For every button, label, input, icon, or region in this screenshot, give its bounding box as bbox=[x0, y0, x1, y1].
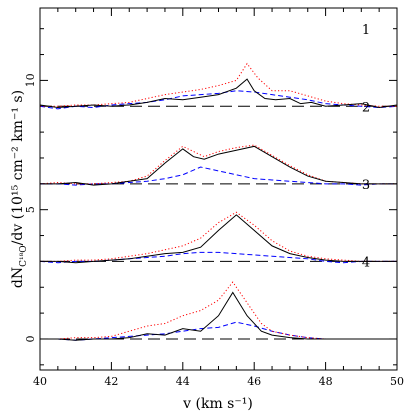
panel-label: 1 bbox=[362, 23, 370, 38]
x-tick-label: 46 bbox=[247, 375, 261, 388]
series-dashed-panel-1 bbox=[39, 90, 398, 110]
series-dotted-panel-1 bbox=[40, 62, 397, 107]
x-tick-label: 42 bbox=[104, 375, 118, 388]
panel-labels: 1 2 3 4 bbox=[362, 23, 370, 271]
tick-marks bbox=[39, 8, 398, 370]
y-axis-label-rest: /dv (10¹⁵ cm⁻² km⁻¹ s) bbox=[10, 90, 26, 245]
series-dotted-panel-4 bbox=[40, 281, 397, 340]
x-axis-label: v (km s⁻¹) bbox=[182, 396, 253, 412]
x-tick-label: 44 bbox=[176, 375, 190, 388]
panel-label: 2 bbox=[362, 100, 370, 115]
y-tick-label: 10 bbox=[24, 73, 37, 87]
series-dotted-panel-3 bbox=[40, 211, 397, 262]
y-axis-label: dNC¹⁸O/dv (10¹⁵ cm⁻² km⁻¹ s) bbox=[10, 90, 29, 288]
panel-label: 3 bbox=[362, 178, 370, 193]
series-solid-panel-1 bbox=[39, 78, 398, 109]
series-dashed-panel-4 bbox=[40, 321, 397, 341]
series-dotted-panel-2 bbox=[39, 144, 397, 185]
x-tick-label: 40 bbox=[33, 375, 47, 388]
y-tick-label: 5 bbox=[24, 206, 37, 213]
panel-label: 4 bbox=[362, 256, 370, 271]
x-tick-labels: 40 42 44 46 48 50 bbox=[33, 375, 404, 388]
y-tick-label: 0 bbox=[24, 335, 37, 342]
series-solid-panel-2 bbox=[40, 145, 397, 186]
y-axis-label-sub: C¹⁸O bbox=[19, 245, 29, 266]
plot-frame bbox=[39, 7, 398, 371]
x-tick-label: 48 bbox=[319, 375, 333, 388]
series-dashed-panel-2 bbox=[40, 166, 397, 186]
y-axis-label-main: dN bbox=[10, 267, 26, 288]
series-solid-panel-4 bbox=[40, 291, 397, 341]
y-tick-labels: 0 5 10 bbox=[24, 73, 37, 342]
spectra-series bbox=[39, 62, 398, 341]
x-tick-label: 50 bbox=[390, 375, 404, 388]
series-solid-panel-3 bbox=[40, 214, 397, 264]
